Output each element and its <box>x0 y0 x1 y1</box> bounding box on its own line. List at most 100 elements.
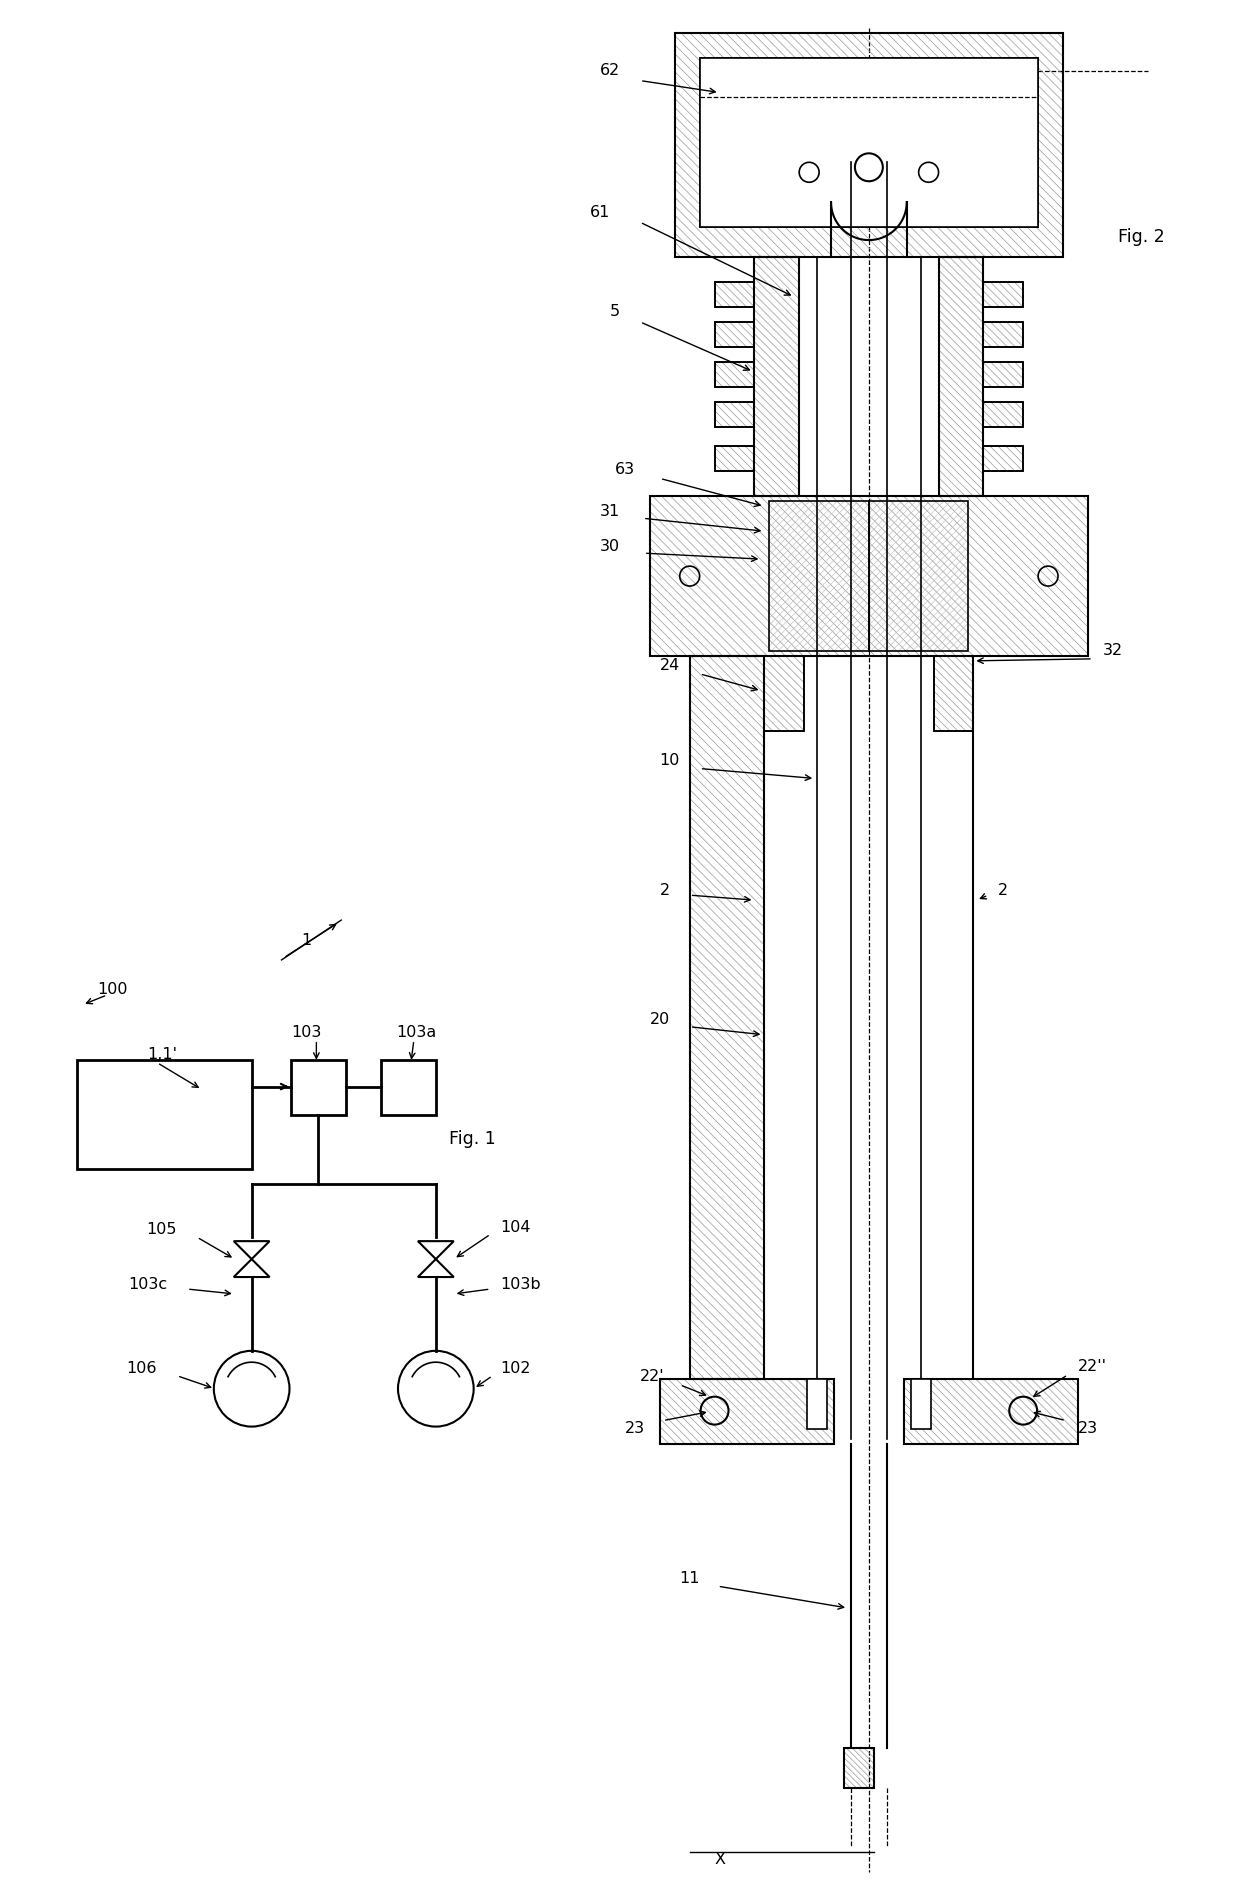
Bar <box>939 258 983 496</box>
Text: 105: 105 <box>146 1222 177 1237</box>
Text: 31: 31 <box>600 504 620 519</box>
Bar <box>983 362 1023 387</box>
Bar <box>660 1380 835 1444</box>
Bar <box>983 402 1023 426</box>
Bar <box>714 447 754 472</box>
Bar <box>764 656 805 731</box>
Bar <box>714 402 754 426</box>
Bar <box>714 447 754 472</box>
Bar <box>689 656 764 1380</box>
Text: 2: 2 <box>660 883 670 898</box>
Bar <box>650 496 1087 656</box>
Bar <box>714 322 754 347</box>
Text: 10: 10 <box>660 752 680 767</box>
Text: 103a: 103a <box>396 1025 436 1040</box>
Bar <box>381 1059 435 1114</box>
Bar <box>934 656 973 731</box>
Bar <box>714 447 754 472</box>
Bar <box>769 502 869 650</box>
Text: 22'': 22'' <box>1078 1359 1107 1374</box>
Text: 23: 23 <box>625 1421 645 1436</box>
Bar <box>983 447 1023 472</box>
Text: Fig. 1: Fig. 1 <box>449 1131 496 1148</box>
Bar <box>754 258 800 496</box>
Text: 1,1': 1,1' <box>148 1048 177 1063</box>
Bar <box>675 32 1063 258</box>
Bar <box>291 1059 346 1114</box>
Bar <box>714 402 754 426</box>
Text: 62: 62 <box>600 63 620 78</box>
Bar <box>807 1380 827 1429</box>
Bar <box>934 656 973 731</box>
Text: Fig. 2: Fig. 2 <box>1117 227 1164 246</box>
Bar <box>689 656 764 1380</box>
Bar <box>983 322 1023 347</box>
Bar <box>983 447 1023 472</box>
Bar <box>714 322 754 347</box>
Bar <box>77 1059 252 1169</box>
Text: 24: 24 <box>660 658 680 673</box>
Text: 23: 23 <box>1078 1421 1099 1436</box>
Bar <box>714 362 754 387</box>
Bar <box>714 322 754 347</box>
Bar <box>983 402 1023 426</box>
Text: X: X <box>714 1851 725 1867</box>
Bar <box>934 656 973 731</box>
Text: 102: 102 <box>501 1361 531 1376</box>
Bar <box>650 496 1087 656</box>
Text: 103c: 103c <box>128 1277 167 1292</box>
Bar <box>714 362 754 387</box>
Bar <box>714 362 754 387</box>
Text: 2: 2 <box>998 883 1008 898</box>
Bar <box>983 322 1023 347</box>
Bar <box>983 402 1023 426</box>
Bar <box>660 1380 835 1444</box>
Text: 20: 20 <box>650 1012 670 1027</box>
Text: 1: 1 <box>301 932 311 948</box>
Bar <box>904 1380 1078 1444</box>
Text: 104: 104 <box>501 1220 531 1236</box>
Text: 5: 5 <box>610 305 620 320</box>
Bar <box>699 57 1038 227</box>
Bar <box>675 32 1063 258</box>
Bar <box>714 282 754 307</box>
Bar <box>699 57 1038 227</box>
Text: 103b: 103b <box>501 1277 541 1292</box>
Bar <box>983 282 1023 307</box>
Bar <box>869 502 968 650</box>
Bar <box>844 1747 874 1787</box>
Text: 103: 103 <box>291 1025 321 1040</box>
Bar <box>660 1380 835 1444</box>
Bar <box>869 502 968 650</box>
Bar <box>983 322 1023 347</box>
Bar <box>754 258 800 496</box>
Bar <box>714 402 754 426</box>
Bar <box>769 502 869 650</box>
Bar <box>764 656 805 731</box>
Bar <box>983 282 1023 307</box>
Bar <box>939 258 983 496</box>
Bar <box>844 1747 874 1787</box>
Bar <box>983 362 1023 387</box>
Text: 30: 30 <box>600 538 620 553</box>
Bar <box>939 258 983 496</box>
Bar <box>983 447 1023 472</box>
Text: 61: 61 <box>590 205 610 220</box>
Bar <box>844 1747 874 1787</box>
Text: 32: 32 <box>1102 644 1123 658</box>
Text: 22': 22' <box>640 1370 665 1383</box>
Text: 100: 100 <box>98 982 128 997</box>
Text: 106: 106 <box>126 1361 157 1376</box>
Bar <box>983 282 1023 307</box>
Bar <box>983 362 1023 387</box>
Bar <box>675 32 1063 258</box>
Text: 11: 11 <box>680 1571 699 1586</box>
Bar <box>904 1380 1078 1444</box>
Text: 63: 63 <box>615 462 635 478</box>
Bar <box>650 496 1087 656</box>
Bar <box>689 656 764 1380</box>
Bar <box>714 282 754 307</box>
Bar <box>714 282 754 307</box>
Bar <box>910 1380 930 1429</box>
Bar <box>754 258 800 496</box>
